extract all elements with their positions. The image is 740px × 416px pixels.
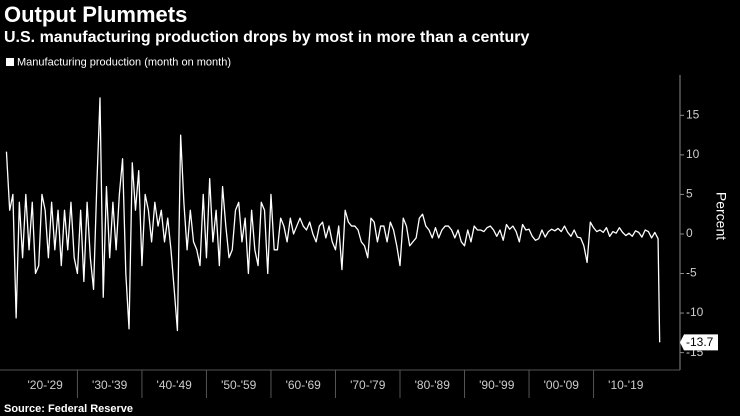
y-tick-label: 0 [686, 226, 693, 240]
x-tick-label: '50-'59 [221, 378, 257, 392]
x-tick-label: '90-'99 [479, 378, 515, 392]
value-label-box [680, 334, 718, 351]
x-tick-label: '40-'49 [157, 378, 193, 392]
x-tick-label: '00-'09 [544, 378, 580, 392]
y-tick-label: -10 [686, 305, 704, 319]
y-tick-label: -5 [686, 266, 697, 280]
chart-title: Output Plummets [4, 2, 187, 27]
x-tick-label: '10-'19 [608, 378, 644, 392]
source: Source: Federal Reserve [4, 403, 133, 415]
x-tick-label: '30-'39 [92, 378, 128, 392]
chart-subtitle: U.S. manufacturing production drops by m… [4, 29, 529, 46]
y-tick-label: 10 [686, 147, 700, 161]
series-line [5, 97, 661, 343]
x-tick-label: '80-'89 [415, 378, 451, 392]
legend-label: Manufacturing production (month on month… [17, 56, 231, 68]
y-tick-label: 15 [686, 108, 700, 122]
y-tick-label: 5 [686, 187, 693, 201]
x-tick-label: '70-'79 [350, 378, 386, 392]
x-tick-label: '60-'69 [286, 378, 322, 392]
x-tick-label: '20-'29 [28, 378, 64, 392]
value-label: -13.7 [686, 335, 714, 349]
legend-swatch [6, 58, 14, 66]
y-axis-label: Percent [713, 192, 729, 240]
